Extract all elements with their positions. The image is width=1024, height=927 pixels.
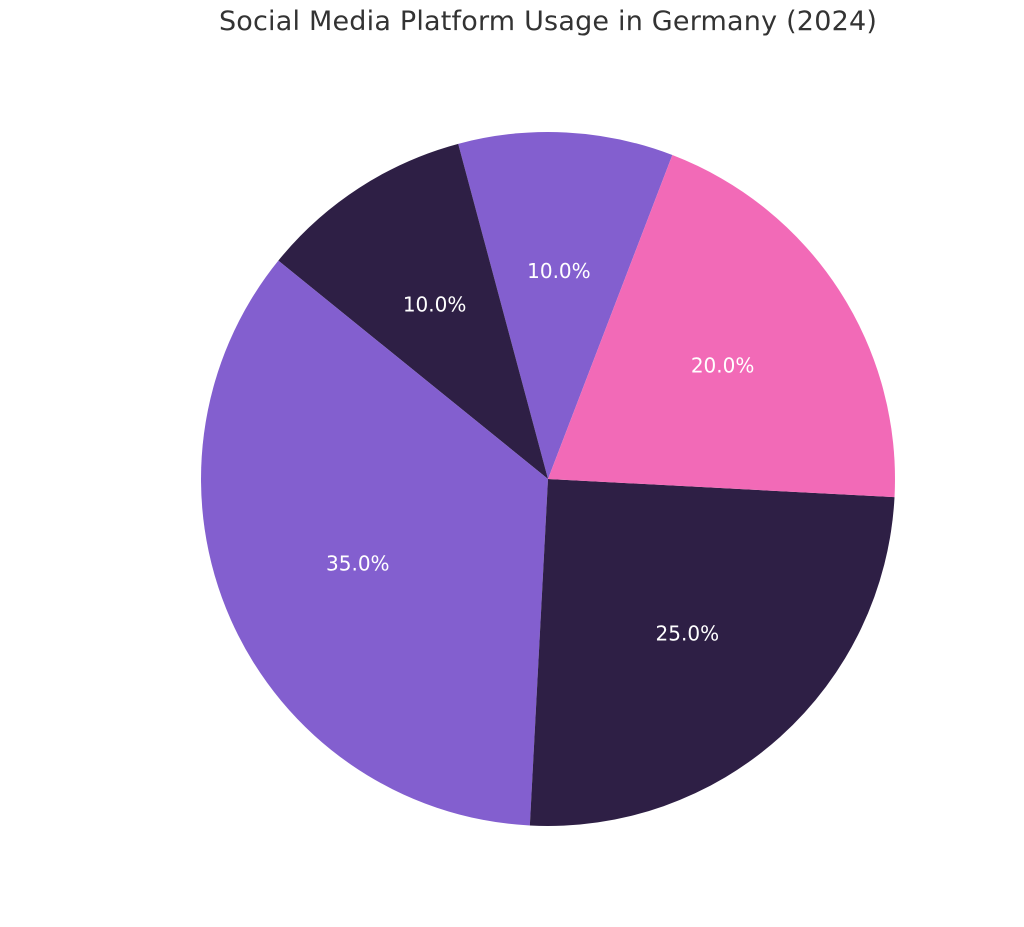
chart-title: Social Media Platform Usage in Germany (… (218, 6, 878, 37)
pie-slice-3 (201, 260, 548, 826)
pie-slice-1-label: 10.0% (527, 259, 591, 283)
pie-slice-2 (278, 143, 548, 479)
pie-slice-2-label: 10.0% (403, 292, 467, 316)
pie-slice-1 (458, 131, 673, 480)
pie-slices (201, 131, 895, 826)
pie-slice-5-label: 20.0% (691, 354, 755, 378)
pie-slice-3-label: 35.0% (326, 552, 390, 576)
pie-slice-5 (548, 155, 895, 498)
pie-slice-4-label: 25.0% (656, 622, 720, 646)
pie-labels: 10.0% 10.0% 35.0% 25.0% 20.0% (326, 259, 754, 646)
pie-slice-4 (529, 479, 895, 826)
